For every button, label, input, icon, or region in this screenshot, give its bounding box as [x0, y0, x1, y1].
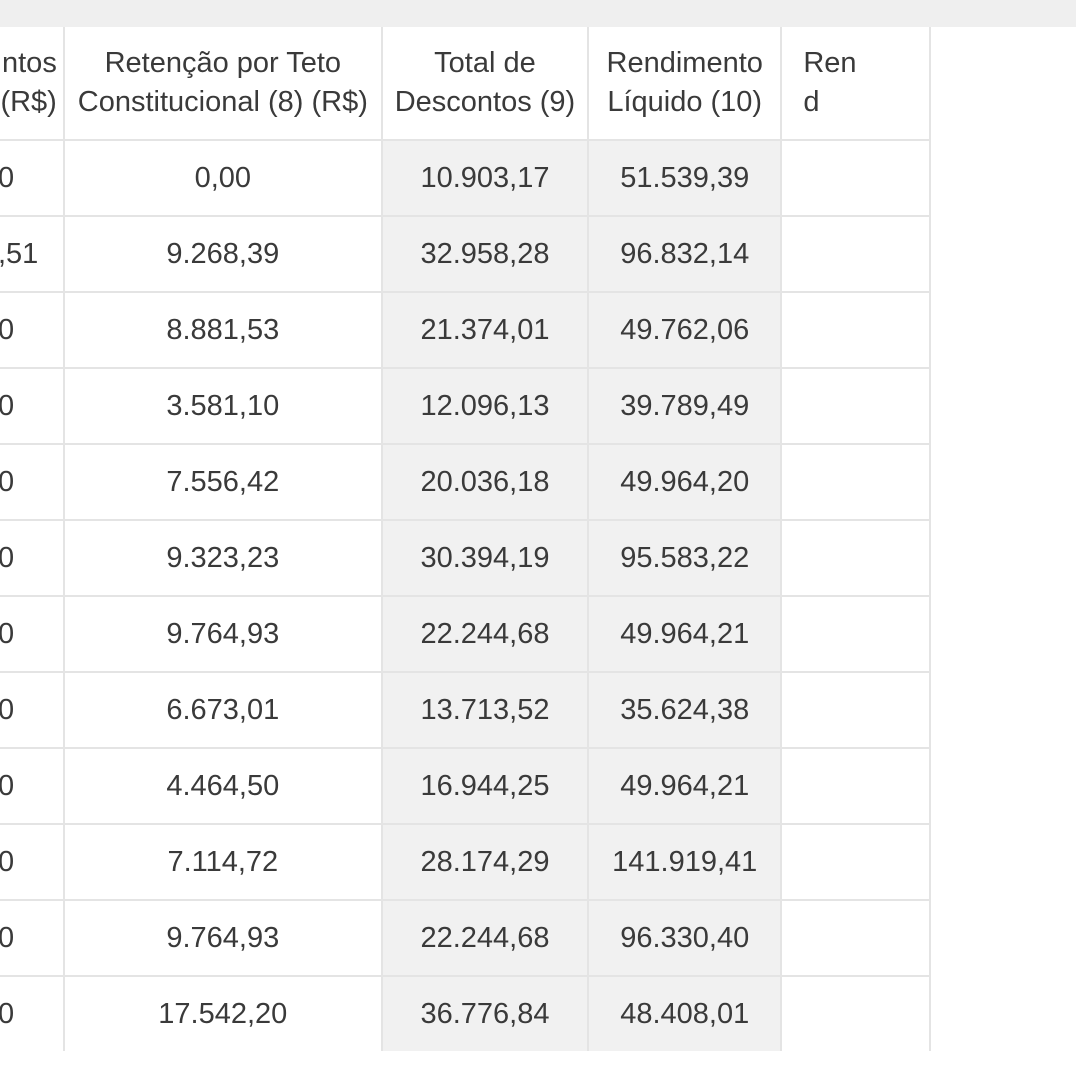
- cell-total-descontos: 12.096,13: [381, 368, 590, 445]
- cell-next-column: [781, 292, 931, 369]
- header-retencao-teto: Retenção por Teto Constitucional (8) (R$…: [63, 27, 383, 141]
- header-next-line2: d: [803, 86, 820, 118]
- cell-descontos: 0: [0, 444, 65, 521]
- cell-retencao-teto: 3.581,10: [63, 368, 383, 445]
- cell-total-descontos: 21.374,01: [381, 292, 590, 369]
- cell-next-column: [781, 368, 931, 445]
- cell-retencao-teto: 17.542,20: [63, 976, 383, 1051]
- cell-retencao-teto: 9.323,23: [63, 520, 383, 597]
- cell-descontos: 0: [0, 976, 65, 1051]
- cell-total-descontos: 10.903,17: [381, 140, 590, 217]
- cell-total-descontos: 20.036,18: [381, 444, 590, 521]
- cell-retencao-teto: 6.673,01: [63, 672, 383, 749]
- top-band: [0, 0, 1076, 27]
- cell-total-descontos: 13.713,52: [381, 672, 590, 749]
- cell-rendimento-liquido: 48.408,01: [588, 976, 783, 1051]
- cell-rendimento-liquido: 49.762,06: [588, 292, 783, 369]
- table-header-row: ntos (7) (R$) Retenção por Teto Constitu…: [0, 27, 931, 141]
- cell-retencao-teto: 0,00: [63, 140, 383, 217]
- cell-descontos: 0: [0, 520, 65, 597]
- cell-descontos: 0: [0, 672, 65, 749]
- header-descontos-line1: ntos: [2, 47, 57, 79]
- header-retencao-line2: Constitucional (8) (R$): [77, 86, 368, 118]
- cell-descontos: 0: [0, 140, 65, 217]
- cell-rendimento-liquido: 96.330,40: [588, 900, 783, 977]
- salary-table: ntos (7) (R$) Retenção por Teto Constitu…: [0, 27, 931, 1051]
- cell-next-column: [781, 824, 931, 901]
- cell-retencao-teto: 7.114,72: [63, 824, 383, 901]
- cell-descontos: 0: [0, 596, 65, 673]
- cell-rendimento-liquido: 51.539,39: [588, 140, 783, 217]
- cell-total-descontos: 22.244,68: [381, 900, 590, 977]
- cell-next-column: [781, 900, 931, 977]
- header-liquido-line1: Rendimento: [606, 47, 763, 79]
- header-descontos: ntos (7) (R$): [0, 27, 65, 141]
- cell-next-column: [781, 672, 931, 749]
- cell-retencao-teto: 9.764,93: [63, 900, 383, 977]
- cell-retencao-teto: 8.881,53: [63, 292, 383, 369]
- header-next-line1: Ren: [803, 47, 857, 79]
- cell-total-descontos: 28.174,29: [381, 824, 590, 901]
- header-rendimento-liquido: Rendimento Líquido (10): [588, 27, 783, 141]
- header-retencao-line1: Retenção por Teto: [104, 47, 342, 79]
- cell-descontos: 0: [0, 900, 65, 977]
- cell-rendimento-liquido: 141.919,41: [588, 824, 783, 901]
- cell-rendimento-liquido: 49.964,20: [588, 444, 783, 521]
- cell-next-column: [781, 444, 931, 521]
- header-total-line2: Descontos (9): [394, 86, 576, 118]
- header-total-descontos: Total de Descontos (9): [381, 27, 590, 141]
- cell-descontos: 0: [0, 748, 65, 825]
- cell-total-descontos: 32.958,28: [381, 216, 590, 293]
- cell-retencao-teto: 7.556,42: [63, 444, 383, 521]
- cell-total-descontos: 22.244,68: [381, 596, 590, 673]
- cell-rendimento-liquido: 39.789,49: [588, 368, 783, 445]
- cell-next-column: [781, 520, 931, 597]
- header-total-line1: Total de: [434, 47, 536, 79]
- cell-descontos: 0: [0, 824, 65, 901]
- header-descontos-line2: (7) (R$): [0, 86, 57, 118]
- cell-retencao-teto: 9.268,39: [63, 216, 383, 293]
- cell-total-descontos: 36.776,84: [381, 976, 590, 1051]
- cell-next-column: [781, 748, 931, 825]
- cell-rendimento-liquido: 35.624,38: [588, 672, 783, 749]
- cell-total-descontos: 30.394,19: [381, 520, 590, 597]
- cell-rendimento-liquido: 95.583,22: [588, 520, 783, 597]
- table-viewport[interactable]: ntos (7) (R$) Retenção por Teto Constitu…: [0, 27, 1076, 1085]
- cell-rendimento-liquido: 49.964,21: [588, 596, 783, 673]
- cell-rendimento-liquido: 49.964,21: [588, 748, 783, 825]
- cell-next-column: [781, 976, 931, 1051]
- cell-next-column: [781, 216, 931, 293]
- cell-descontos: 0: [0, 368, 65, 445]
- cell-next-column: [781, 596, 931, 673]
- cell-next-column: [781, 140, 931, 217]
- cell-retencao-teto: 4.464,50: [63, 748, 383, 825]
- header-next-column: Ren d: [781, 27, 931, 141]
- cell-retencao-teto: 9.764,93: [63, 596, 383, 673]
- table-row: ,51 9.268,39 32.958,28 96.832,14: [0, 216, 931, 293]
- cell-total-descontos: 16.944,25: [381, 748, 590, 825]
- cell-rendimento-liquido: 96.832,14: [588, 216, 783, 293]
- cell-descontos: 0: [0, 292, 65, 369]
- header-liquido-line2: Líquido (10): [607, 86, 763, 118]
- cell-descontos: ,51: [0, 216, 65, 293]
